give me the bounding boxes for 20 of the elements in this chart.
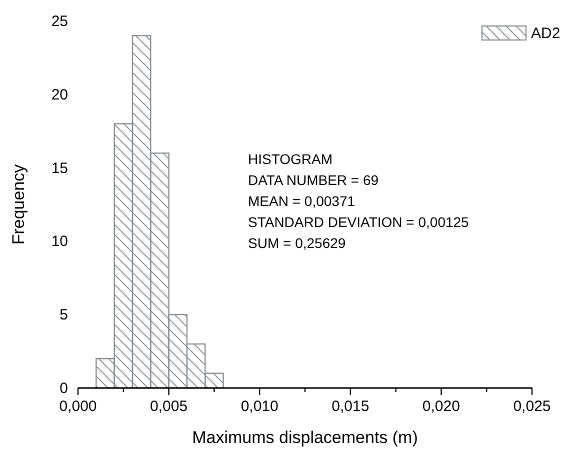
x-tick-label: 0,000	[59, 398, 97, 415]
annotation: HISTOGRAM	[248, 151, 333, 167]
y-tick-label: 15	[51, 160, 68, 177]
x-axis-title: Maximums displacements (m)	[192, 428, 418, 447]
y-axis-title: Frequency	[9, 164, 28, 245]
annotation: SUM = 0,25629	[248, 235, 346, 251]
y-tick-label: 5	[60, 306, 68, 324]
annotation: STANDARD DEVIATION = 0,00125	[248, 214, 470, 230]
y-tick-label: 25	[51, 13, 68, 30]
annotation: DATA NUMBER = 69	[248, 172, 379, 188]
x-tick-label: 0,010	[240, 398, 278, 415]
y-tick-label: 20	[51, 86, 68, 104]
y-tick-label: 10	[51, 233, 68, 250]
annotation: MEAN = 0,00371	[248, 193, 356, 209]
x-tick-label: 0,025	[513, 398, 551, 415]
x-tick-label: 0,020	[422, 398, 460, 415]
x-tick-label: 0,005	[150, 398, 188, 415]
y-tick-label: 0	[60, 380, 68, 397]
legend-label: AD2	[531, 25, 560, 42]
x-tick-label: 0,015	[332, 398, 370, 415]
